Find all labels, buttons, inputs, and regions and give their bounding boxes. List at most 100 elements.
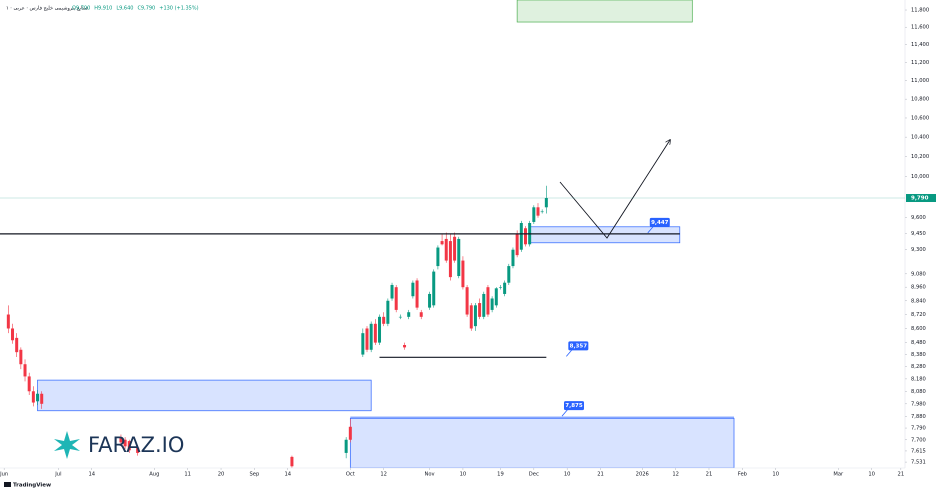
candle-body xyxy=(415,280,419,308)
candle-body xyxy=(407,312,411,317)
tag-pointer xyxy=(647,225,655,234)
candle-body xyxy=(348,426,352,440)
y-tick-label: 8,280 xyxy=(911,364,926,370)
x-tick-label: 14 xyxy=(88,472,95,478)
tag-pointer xyxy=(566,349,573,357)
candle-body xyxy=(123,439,127,447)
candle-body xyxy=(444,238,448,261)
y-tick-label: 9,450 xyxy=(911,231,926,237)
x-tick-label: Dec xyxy=(529,472,539,478)
x-tick-label: 12 xyxy=(672,472,679,478)
candle-body xyxy=(436,247,440,267)
x-tick-label: 21 xyxy=(706,472,713,478)
y-tick-label: 7,980 xyxy=(911,401,926,407)
candle-body xyxy=(432,271,436,306)
x-tick-label: 10 xyxy=(868,472,875,478)
candle-body xyxy=(19,349,23,365)
candle-body xyxy=(136,447,140,453)
candle-body xyxy=(544,198,548,208)
plot-area xyxy=(0,0,735,468)
y-tick-label: 8,180 xyxy=(911,376,926,382)
level-tag-label: 7,875 xyxy=(565,403,583,409)
zone xyxy=(37,379,372,412)
y-tick-label: 8,960 xyxy=(911,285,926,291)
candle-body xyxy=(457,238,461,277)
footer: TradingView xyxy=(13,483,51,489)
candle-body xyxy=(361,333,365,355)
candle-body xyxy=(465,287,469,315)
x-tick-label: 11 xyxy=(184,472,191,478)
ohlc-value: C9,790 xyxy=(137,6,155,12)
level-tag xyxy=(564,401,585,411)
level-tag xyxy=(568,341,589,351)
last-price-label: 9,790 xyxy=(911,196,929,202)
x-tick-label: Nov xyxy=(424,472,434,478)
candle-body xyxy=(411,282,415,297)
watermark: FARAZ.IO xyxy=(88,433,184,457)
y-tick-label: 10,000 xyxy=(911,174,929,180)
candle-body xyxy=(511,249,515,267)
y-tick-label: 8,840 xyxy=(911,298,926,304)
candle-body xyxy=(498,287,502,288)
candle-body xyxy=(440,241,444,245)
x-tick-label: Mar xyxy=(833,472,844,478)
zone xyxy=(516,0,693,23)
candle-body xyxy=(540,211,544,213)
candle-body xyxy=(365,328,369,350)
y-tick-label: 9,080 xyxy=(911,271,926,277)
x-tick-label: 10 xyxy=(772,472,779,478)
ohlc-value: H9,910 xyxy=(94,6,112,12)
candle-body xyxy=(23,364,27,377)
y-tick-label: 11,600 xyxy=(911,25,929,31)
candle-body xyxy=(119,437,123,443)
ohlc-value: +130 (+1.35%) xyxy=(159,6,198,12)
candle-body xyxy=(378,316,382,343)
y-tick-label: 8,600 xyxy=(911,326,926,332)
x-tick-label: Aug xyxy=(149,472,159,478)
candle-body xyxy=(461,260,465,288)
candle-body xyxy=(536,207,540,216)
candle-body xyxy=(494,288,498,306)
candle-body xyxy=(486,287,490,315)
zone xyxy=(349,417,735,468)
x-tick-label: 20 xyxy=(218,472,225,478)
y-tick-label: 10,800 xyxy=(911,97,929,103)
candle-body xyxy=(386,300,390,324)
candle-body xyxy=(369,323,373,350)
y-tick-label: 10,400 xyxy=(911,135,929,141)
y-tick-label: 7,615 xyxy=(911,448,926,454)
projection-arrow xyxy=(559,140,670,239)
last-price-tag xyxy=(906,194,936,203)
ohlc-value: O9,700 xyxy=(72,6,90,12)
candle-body xyxy=(40,393,44,404)
y-tick-label: 11,800 xyxy=(911,8,929,14)
footer-icon xyxy=(4,482,11,487)
candle-body xyxy=(373,323,377,343)
x-tick-label: 21 xyxy=(898,472,905,478)
candle-body xyxy=(469,305,473,329)
y-tick-label: 8,380 xyxy=(911,352,926,358)
candle-body xyxy=(507,266,511,283)
candle-body xyxy=(519,222,523,250)
candle-body xyxy=(523,228,527,245)
candle-body xyxy=(6,314,10,329)
x-tick-label: 2026 xyxy=(636,472,649,478)
candle-body xyxy=(478,303,482,317)
x-tick-label: Jul xyxy=(54,472,61,478)
level-tag-label: 8,357 xyxy=(570,343,588,349)
candle-body xyxy=(382,316,386,324)
x-tick-label: 12 xyxy=(380,472,387,478)
y-tick-label: 7,790 xyxy=(911,426,926,432)
y-tick-label: 7,700 xyxy=(911,437,926,443)
level-tag-label: 9,447 xyxy=(651,220,669,226)
x-tick-label: 19 xyxy=(497,472,504,478)
candle-body xyxy=(11,328,15,341)
candle-body xyxy=(515,233,519,256)
candle-body xyxy=(344,439,348,453)
y-tick-label: 8,480 xyxy=(911,340,926,346)
logo xyxy=(54,431,80,459)
ohlc-value: L9,640 xyxy=(116,6,133,12)
ohlc-header: O9,700 H9,910 L9,640 C9,790 +130 (+1.35%) xyxy=(72,6,199,12)
candle-body xyxy=(394,287,398,310)
